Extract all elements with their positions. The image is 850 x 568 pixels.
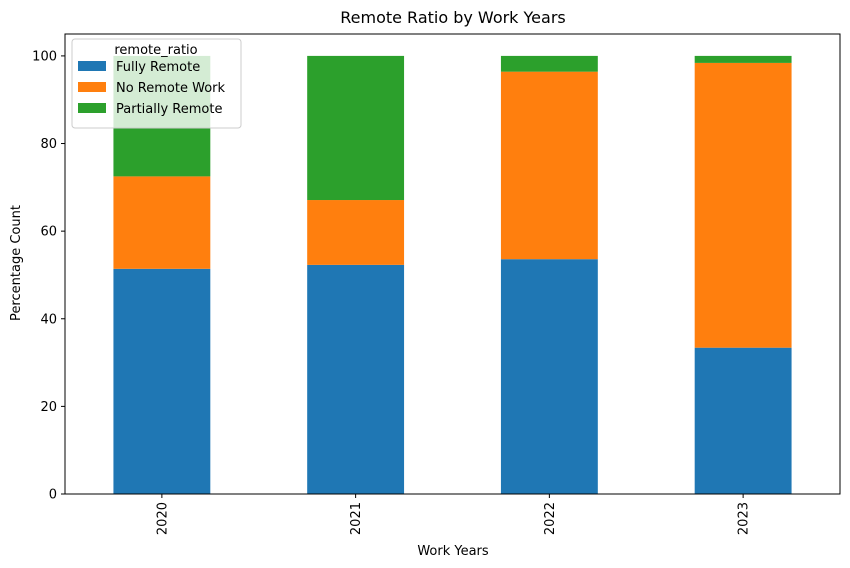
axes-frame [64, 33, 841, 495]
x-tick-label: 2020 [155, 502, 170, 535]
bar-partially-remote-2023 [694, 55, 792, 63]
y-tick-label: 0 [49, 488, 57, 503]
legend-label: Partially Remote [116, 102, 222, 117]
legend-entries: Fully Remote No Remote Work Partially Remo… [78, 60, 225, 117]
legend-swatch [78, 82, 106, 92]
y-tick-label: 80 [40, 137, 57, 152]
y-tick-label: 60 [40, 225, 57, 240]
legend-label: No Remote Work [116, 81, 225, 96]
legend-label: Fully Remote [116, 60, 200, 75]
bar-fully-remote-2020 [113, 268, 211, 494]
bar-fully-remote-2022 [500, 259, 598, 494]
bar-no-remote-work-2022 [500, 71, 598, 260]
y-tick-label: 20 [40, 400, 57, 415]
bar-partially-remote-2022 [500, 55, 598, 72]
legend-swatch [78, 103, 106, 113]
bar-partially-remote-2021 [307, 55, 405, 201]
bar-no-remote-work-2023 [694, 62, 792, 348]
x-tick-label: 2023 [737, 502, 752, 535]
chart-title: Remote Ratio by Work Years [340, 8, 566, 27]
legend-swatch [78, 61, 106, 71]
bar-fully-remote-2021 [307, 264, 405, 494]
legend-box [71, 38, 242, 129]
x-tick-label: 2021 [349, 502, 364, 535]
y-tick-label: 40 [40, 312, 57, 327]
bar-fully-remote-2023 [694, 347, 792, 494]
y-axis-label: Percentage Count [9, 205, 24, 321]
bar-no-remote-work-2021 [307, 200, 405, 265]
x-axis-label: Work Years [417, 544, 489, 559]
plot-area: 0 20 40 60 80 100 2020 2021 2022 2023 [32, 33, 841, 535]
x-tick-label: 2022 [543, 502, 558, 535]
legend-title: remote_ratio [114, 43, 197, 58]
legend: remote_ratio Fully Remote No Remote Work P… [71, 38, 242, 129]
y-tick-label: 100 [32, 49, 57, 64]
bar-no-remote-work-2020 [113, 176, 211, 269]
